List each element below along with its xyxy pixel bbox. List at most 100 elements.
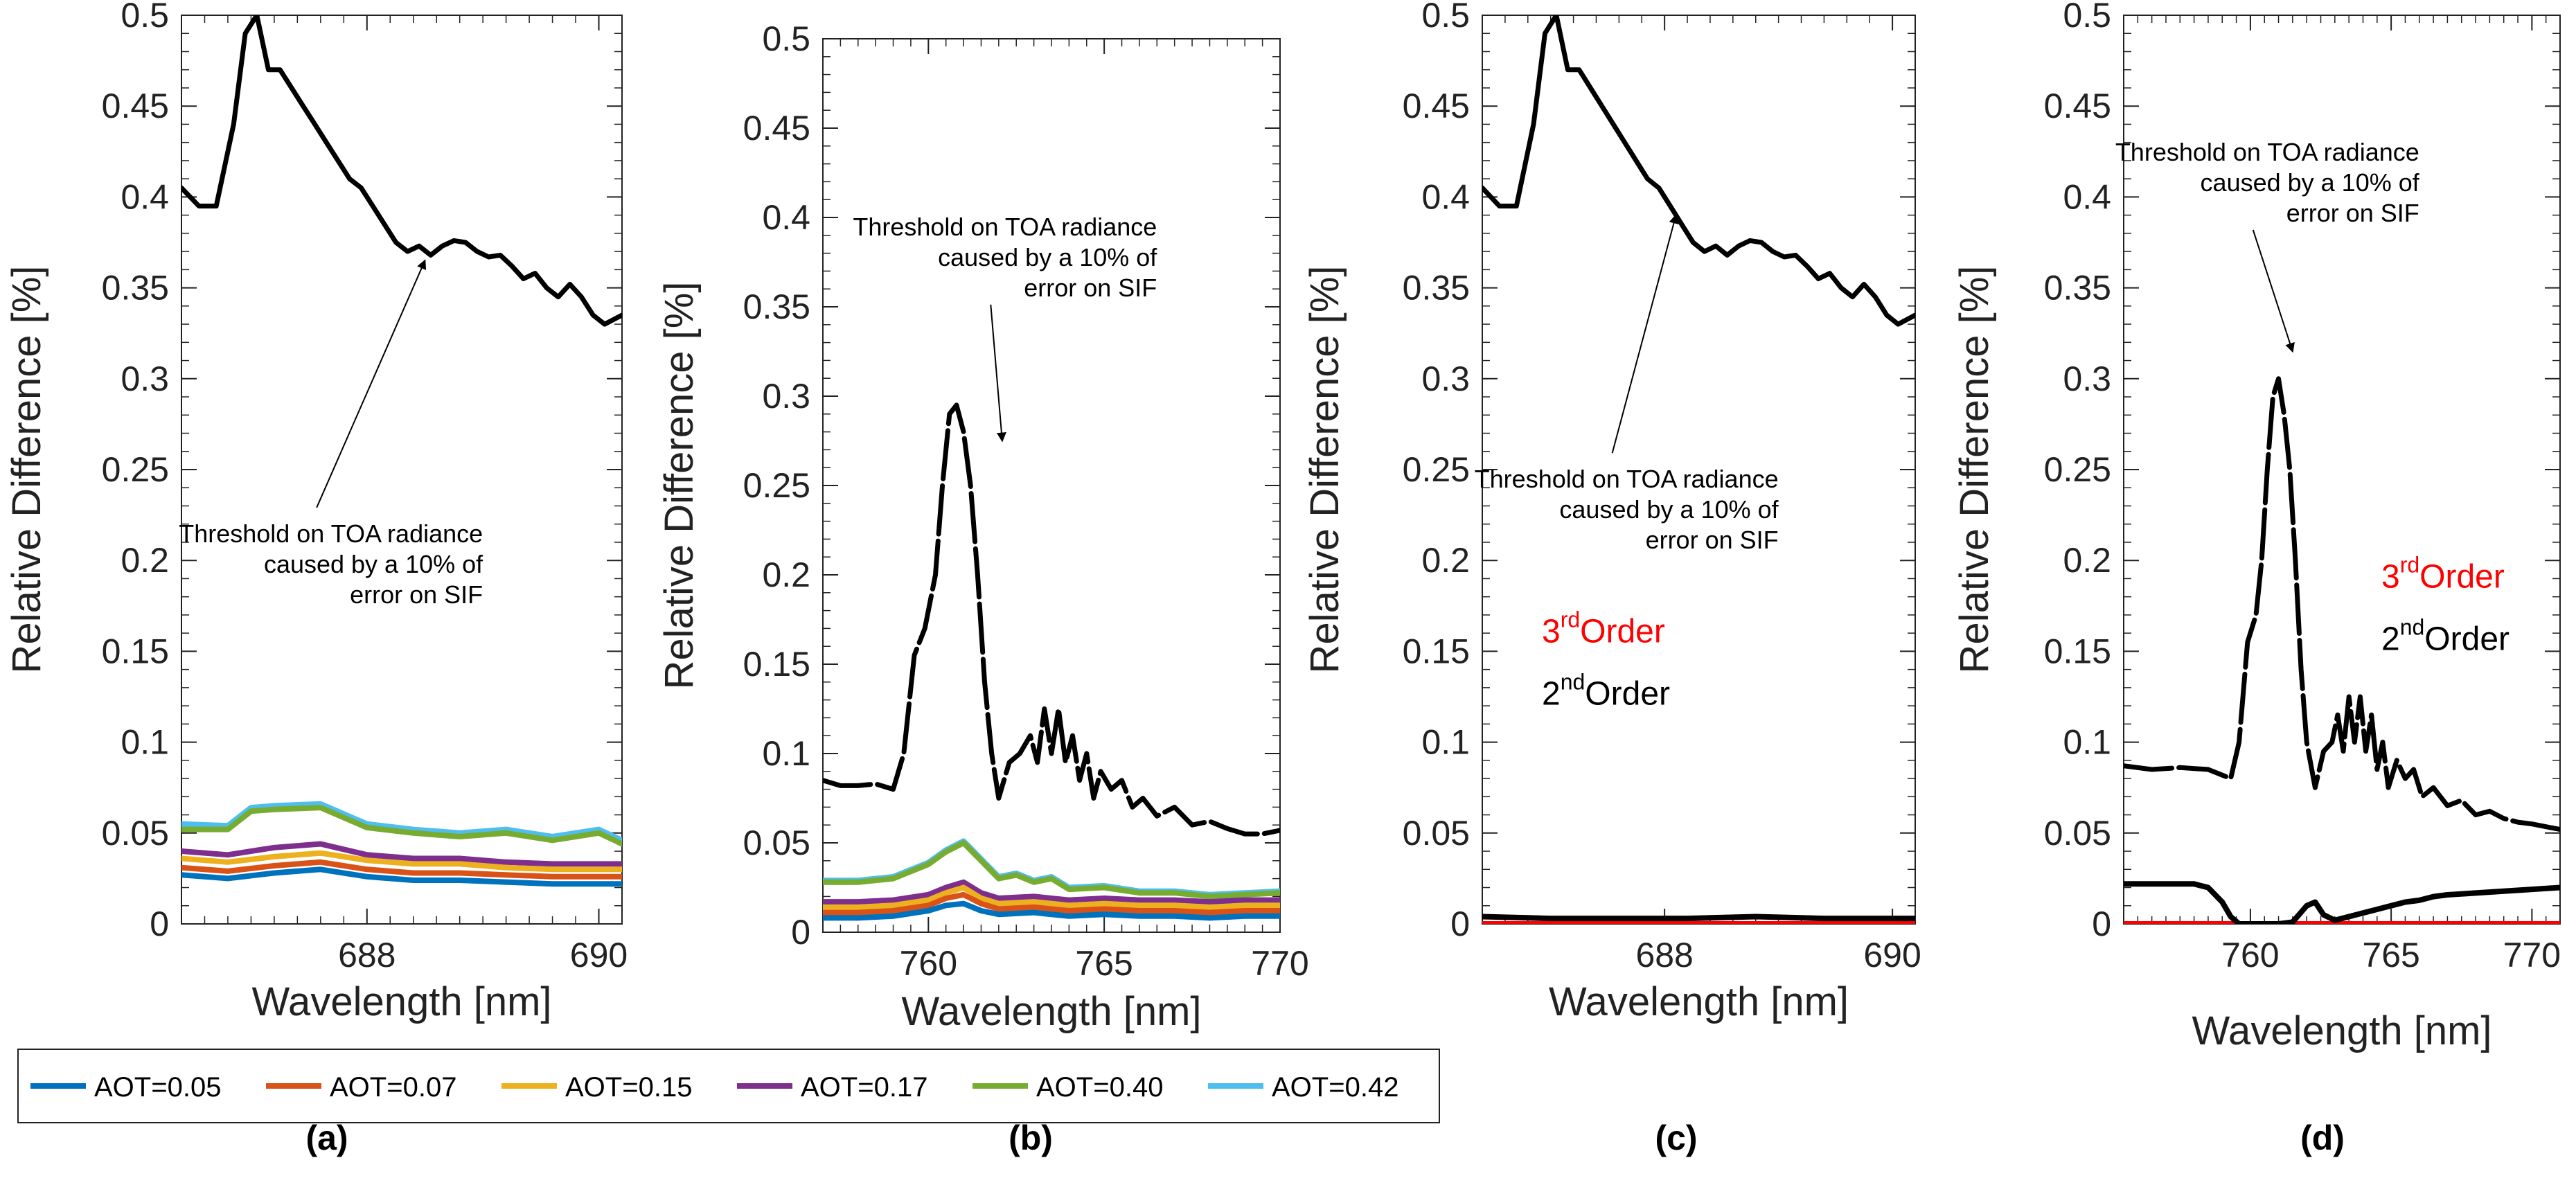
annotation-line: Threshold on TOA radiance (1475, 465, 1779, 493)
y-tick-label: 0.2 (762, 555, 810, 594)
y-tick-label: 0.45 (743, 109, 810, 148)
y-tick-label: 0.5 (121, 0, 169, 35)
series-line-aot-0-07 (181, 859, 622, 880)
series-group (823, 402, 1280, 921)
y-tick-label: 0.35 (102, 269, 169, 308)
plot-frame (181, 15, 623, 925)
series-group (2124, 376, 2560, 924)
panel-label-c: (c) (1655, 1119, 1697, 1157)
x-axis-label: Wavelength [nm] (1549, 979, 1849, 1024)
y-tick-label: 0.1 (121, 723, 169, 762)
y-tick-label: 0.3 (2063, 359, 2111, 398)
x-tick-label: 765 (1075, 944, 1132, 983)
series-line-aot-0-42 (181, 801, 622, 844)
y-tick-label: 0.35 (2044, 269, 2111, 308)
order-suffix: rd (2400, 553, 2419, 578)
annotation-line: Threshold on TOA radiance (2115, 138, 2419, 166)
x-tick-label: 760 (2221, 936, 2279, 974)
legend-label: AOT=0.15 (565, 1072, 692, 1103)
order-suffix: nd (2400, 615, 2425, 640)
y-tick-label: 0.45 (102, 87, 169, 125)
panel-c: 0 0.05 0.1 0.15 0.2 0.25 0.3 0.35 0.4 0.45 0.5 688 6… (1302, 0, 1921, 1157)
legend-label: AOT=0.40 (1036, 1072, 1163, 1103)
series-line-2nd-order (2124, 881, 2560, 924)
series-line-aot-0-05 (181, 866, 622, 887)
threshold-annotation: Threshold on TOA radiance caused by a 10%… (179, 519, 483, 609)
legend-box (17, 1049, 1440, 1123)
annotation-line: caused by a 10% of (2201, 168, 2420, 197)
y-tick-label: 0.4 (2063, 177, 2111, 216)
order-number: 2 (1542, 675, 1561, 712)
series-line-aot-0-40 (181, 805, 622, 847)
y-tick-label: 0.25 (743, 466, 810, 505)
series-line-aot-0-07 (823, 891, 1280, 916)
y-tick-label: 0.25 (2044, 450, 2111, 489)
order-label-3: 3rdOrder (2381, 553, 2505, 596)
x-tick-label: 770 (2503, 936, 2561, 974)
y-tick-label: 0.25 (102, 450, 169, 489)
series-line-2nd-order (1482, 914, 1915, 922)
y-tick-label: 0 (791, 913, 810, 952)
y-tick-label: 0.05 (743, 823, 810, 862)
legend-label: AOT=0.05 (94, 1072, 221, 1103)
y-tick-label: 0.05 (1403, 814, 1470, 853)
annotation-arrow (2252, 229, 2295, 353)
order-label-3: 3rdOrder (1542, 607, 1665, 650)
annotation-line: error on SIF (2286, 199, 2419, 227)
y-tick-label: 0.5 (762, 19, 810, 58)
y-tick-label: 0.15 (102, 632, 169, 670)
x-tick-label: 760 (900, 944, 957, 983)
y-tick-label: 0.1 (1421, 723, 1470, 762)
y-tick-label: 0.35 (743, 287, 810, 326)
panel-label-d: (d) (2300, 1119, 2345, 1157)
annotation-arrow (990, 304, 1006, 443)
y-tick-label: 0.15 (2044, 632, 2111, 670)
threshold-annotation: Threshold on TOA radiance caused by a 10%… (853, 213, 1157, 302)
series-line-aot-0-42 (823, 838, 1280, 898)
y-tick-label: 0.2 (121, 541, 169, 580)
y-tick-label: 0 (150, 905, 169, 943)
y-tick-label: 0.4 (121, 177, 169, 216)
annotation-line: error on SIF (350, 580, 483, 609)
order-word: Order (2419, 559, 2505, 596)
panel-label-a: (a) (305, 1119, 348, 1157)
panel-d: 0 0.05 0.1 0.15 0.2 0.25 0.3 0.35 0.4 0.45 0.5 760 7… (1952, 0, 2561, 1157)
annotation-line: error on SIF (1646, 526, 1779, 554)
threshold-annotation: Threshold on TOA radiance caused by a 10%… (2115, 138, 2420, 227)
x-axis-label: Wavelength [nm] (901, 989, 1201, 1034)
y-axis-label: Relative Difference [%] (1302, 266, 1347, 674)
y-tick-label: 0.15 (743, 645, 810, 684)
y-tick-label: 0.05 (2044, 814, 2111, 853)
y-tick-label: 0.5 (2063, 0, 2111, 35)
annotation-arrow (316, 259, 427, 508)
order-word: Order (2424, 621, 2510, 658)
y-tick-label: 0.1 (762, 734, 810, 773)
series-group (181, 15, 622, 887)
annotation-line: caused by a 10% of (1559, 495, 1779, 524)
annotation-line: Threshold on TOA radiance (179, 519, 483, 548)
x-axis-label: Wavelength [nm] (251, 979, 551, 1024)
series-line-threshold (1482, 15, 1915, 327)
x-tick-label: 765 (2362, 936, 2419, 974)
series-line-aot-0-15 (823, 884, 1280, 910)
order-label-2: 2ndOrder (2381, 615, 2510, 658)
order-number: 3 (2381, 559, 2400, 596)
threshold-annotation: Threshold on TOA radiance caused by a 10%… (1475, 465, 1779, 554)
series-line-aot-0-17 (823, 879, 1280, 905)
y-tick-label: 0.35 (1403, 269, 1470, 308)
order-suffix: rd (1561, 607, 1580, 632)
y-tick-label: 0.3 (1421, 359, 1470, 398)
legend: AOT=0.05 AOT=0.07 AOT=0.15 AOT=0.17 AOT=0.40… (17, 1049, 1440, 1123)
y-tick-label: 0.2 (2063, 541, 2111, 580)
series-line-aot-0-17 (181, 841, 622, 867)
y-axis-label: Relative Difference [%] (657, 282, 702, 690)
series-line-threshold (2124, 376, 2560, 832)
series-line-threshold (181, 15, 622, 327)
panel-a: 0 0.05 0.1 0.15 0.2 0.25 0.3 0.35 0.4 0.45 0.5 688 6… (4, 0, 628, 1157)
y-axis-label: Relative Difference [%] (1952, 266, 1997, 674)
y-tick-label: 0.15 (1403, 632, 1470, 670)
y-axis-label: Relative Difference [%] (4, 266, 49, 674)
plot-frame (822, 38, 1281, 933)
series-line-aot-0-05 (823, 900, 1280, 921)
series-line-aot-0-40 (823, 840, 1280, 900)
